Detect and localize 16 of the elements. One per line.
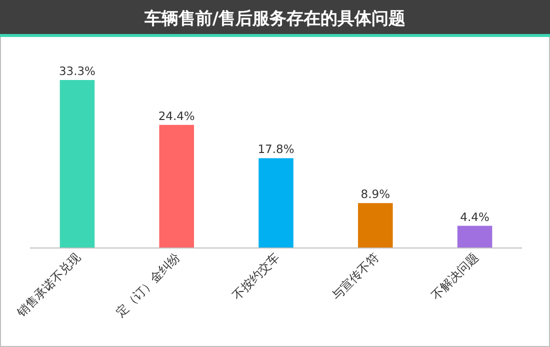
data-label: 24.4% (158, 108, 195, 123)
bar (457, 226, 492, 248)
chart-title: 车辆售前/售后服务存在的具体问题 (143, 9, 406, 29)
data-label: 4.4% (460, 210, 490, 224)
bar (60, 80, 95, 248)
data-label: 8.9% (360, 187, 390, 202)
x-tick-label: 不解决问题 (428, 250, 481, 303)
bar (358, 203, 393, 248)
x-tick-label: 销售承诺不兑现 (13, 250, 84, 320)
x-tick-label: 与宣传不符 (329, 250, 382, 303)
bar (159, 124, 194, 248)
bar (258, 158, 294, 248)
data-label: 33.3% (58, 64, 96, 78)
data-label: 17.8% (258, 142, 294, 156)
x-tick-label: 定（订）金纠纷 (113, 250, 183, 320)
x-tick-label: 不按约交车 (230, 250, 282, 303)
